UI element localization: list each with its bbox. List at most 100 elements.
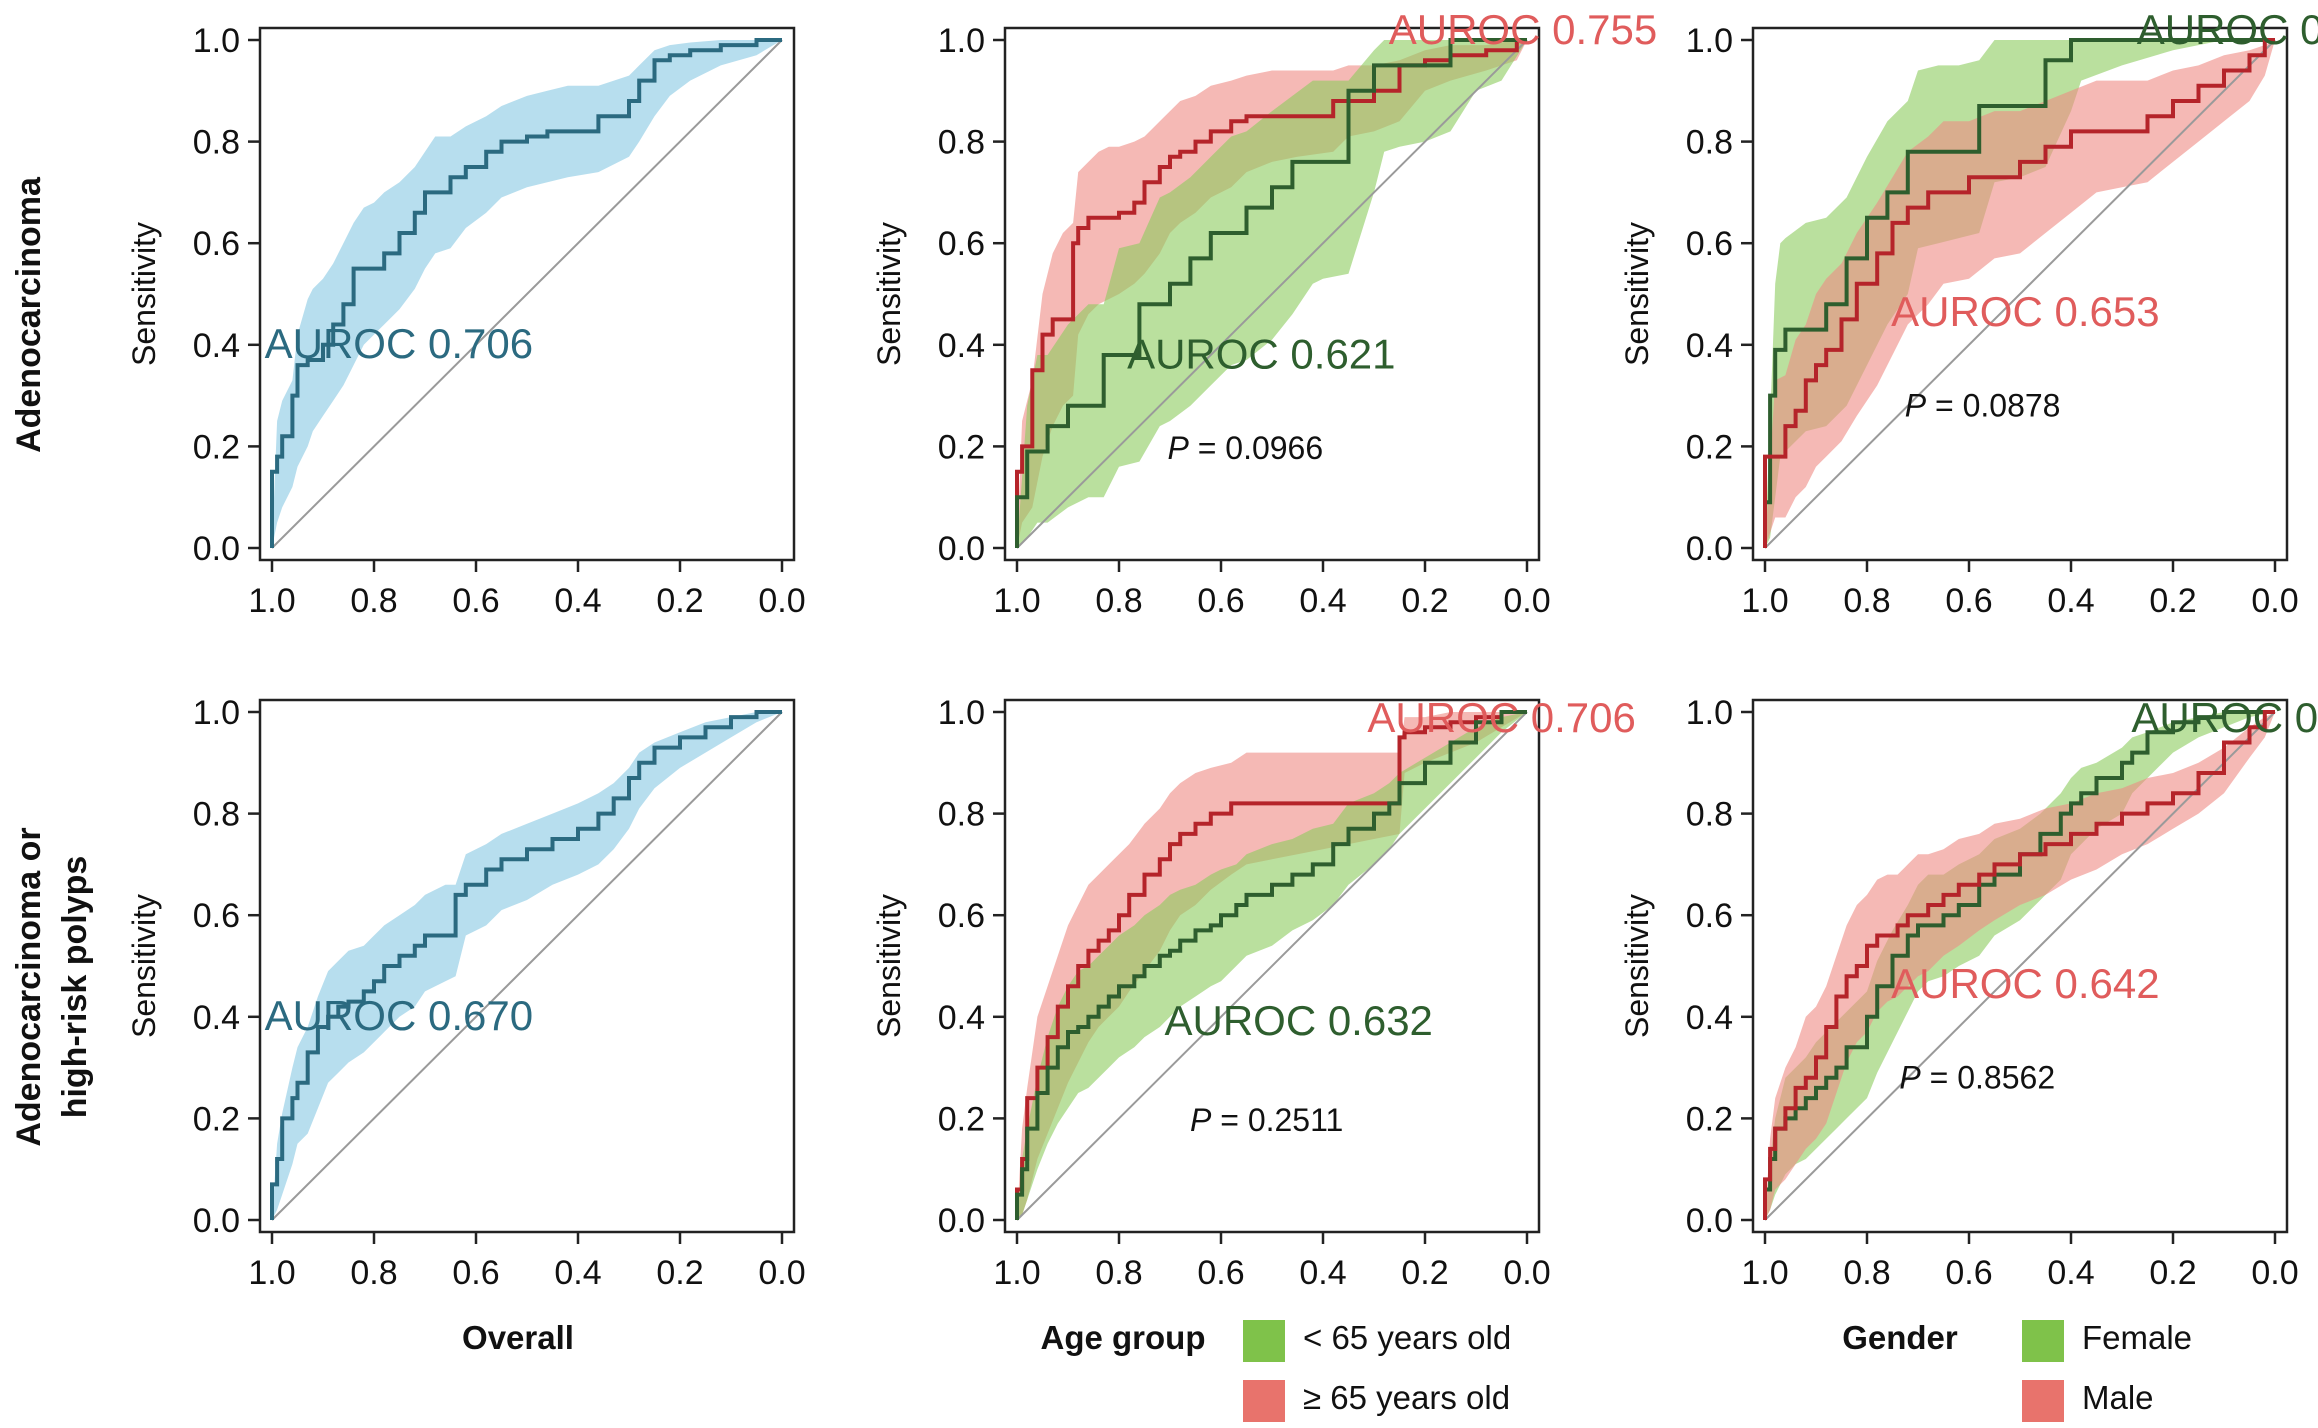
x-tick-label-1-5: 0.0 xyxy=(758,582,805,620)
auroc-label-4-1: AUROC 0.670 xyxy=(265,992,533,1039)
y-tick-label-5-0: 0.0 xyxy=(938,1202,985,1240)
x-tick-label-3-4: 0.2 xyxy=(2149,582,2196,620)
roc-curve-5-1 xyxy=(1015,710,1527,1220)
p-value-6: P = 0.8562 xyxy=(1899,1059,2055,1095)
y-axis-label-6: Sensitivity xyxy=(1619,894,1655,1038)
y-tick-label-4-4: 0.8 xyxy=(193,796,240,834)
row-label-adenocarcinoma-or: Adenocarcinoma or xyxy=(10,827,48,1146)
roc-curve-6-1 xyxy=(1763,710,2275,1220)
roc-curve-1-1 xyxy=(270,38,782,548)
y-tick-label-4-0: 0.0 xyxy=(193,1202,240,1240)
x-tick-label-5-4: 0.2 xyxy=(1401,1254,1448,1292)
auroc-label-2-2: AUROC 0.621 xyxy=(1127,330,1395,377)
roc-panel-1: 0.0 0.2 0.4 0.6 0.8 1.0 1.0 0.8 0.6 0.4 0.2 0.0 Sens… xyxy=(126,22,806,620)
y-axis-label-3: Sensitivity xyxy=(1619,222,1655,366)
plot-frame-2 xyxy=(1003,26,1541,562)
y-tick-label-4-3: 0.6 xyxy=(193,897,240,935)
y-tick-label-6-2: 0.4 xyxy=(1686,999,1733,1037)
x-tick-label-1-4: 0.2 xyxy=(656,582,703,620)
x-tick-label-6-5: 0.0 xyxy=(2251,1254,2298,1292)
x-tick-label-4-4: 0.2 xyxy=(656,1254,703,1292)
y-tick-label-1-3: 0.6 xyxy=(193,225,240,263)
confidence-band-2-1 xyxy=(1017,40,1527,548)
y-tick-label-3-4: 0.8 xyxy=(1686,124,1733,162)
y-tick-label-3-1: 0.2 xyxy=(1686,428,1733,466)
y-tick-label-4-5: 1.0 xyxy=(193,694,240,732)
y-tick-label-1-1: 0.2 xyxy=(193,428,240,466)
plot-frame-3 xyxy=(1751,26,2289,562)
diagonal-reference-1 xyxy=(271,39,783,549)
roc-panels: 0.0 0.2 0.4 0.6 0.8 1.0 1.0 0.8 0.6 0.4 0.2 0.0 Sens… xyxy=(126,6,2318,1292)
auroc-label-6-2: AUROC 0.642 xyxy=(1891,960,2159,1007)
legend-label-female: Female xyxy=(2082,1319,2192,1356)
y-axis-label-2: Sensitivity xyxy=(871,222,907,366)
p-value-5: P = 0.2511 xyxy=(1190,1102,1343,1138)
y-tick-label-6-3: 0.6 xyxy=(1686,897,1733,935)
legend-label-under-65: < 65 years old xyxy=(1303,1319,1511,1356)
y-tick-label-1-0: 0.0 xyxy=(193,530,240,568)
x-tick-label-3-0: 1.0 xyxy=(1741,582,1788,620)
x-tick-label-1-3: 0.4 xyxy=(554,582,601,620)
y-tick-label-3-2: 0.4 xyxy=(1686,327,1733,365)
x-tick-label-1-2: 0.6 xyxy=(452,582,499,620)
confidence-band-4-1 xyxy=(272,712,782,1220)
x-tick-label-3-1: 0.8 xyxy=(1843,582,1890,620)
roc-panel-6: 0.0 0.2 0.4 0.6 0.8 1.0 1.0 0.8 0.6 0.4 0.2 0.0 Sens… xyxy=(1619,694,2318,1292)
auroc-label-5-1: AUROC 0.706 xyxy=(1367,694,1635,741)
x-tick-label-4-0: 1.0 xyxy=(248,1254,295,1292)
row-label-high-risk-polyps: high-risk polyps xyxy=(56,856,94,1119)
y-tick-label-4-2: 0.4 xyxy=(193,999,240,1037)
confidence-band-5-1 xyxy=(1017,712,1527,1220)
y-tick-label-2-0: 0.0 xyxy=(938,530,985,568)
y-axis-label-5: Sensitivity xyxy=(871,894,907,1038)
x-tick-label-4-1: 0.8 xyxy=(350,1254,397,1292)
auroc-label-1-1: AUROC 0.706 xyxy=(265,320,533,367)
y-tick-label-5-2: 0.4 xyxy=(938,999,985,1037)
row-label-adenocarcinoma: Adenocarcinoma xyxy=(10,176,48,453)
diagonal-reference-6 xyxy=(1764,711,2276,1221)
diagonal-reference-5 xyxy=(1016,711,1528,1221)
x-tick-label-5-1: 0.8 xyxy=(1095,1254,1142,1292)
legend-swatch-female xyxy=(2022,1320,2064,1362)
x-tick-label-2-0: 1.0 xyxy=(993,582,1040,620)
diagonal-reference-3 xyxy=(1764,39,2276,549)
x-tick-label-6-1: 0.8 xyxy=(1843,1254,1890,1292)
plot-frame-6 xyxy=(1751,698,2289,1234)
x-tick-label-4-2: 0.6 xyxy=(452,1254,499,1292)
y-tick-label-2-4: 0.8 xyxy=(938,124,985,162)
x-tick-label-6-4: 0.2 xyxy=(2149,1254,2196,1292)
auroc-label-3-1: AUROC 0.780 xyxy=(2137,6,2318,53)
roc-panel-5: 0.0 0.2 0.4 0.6 0.8 1.0 1.0 0.8 0.6 0.4 0.2 0.0 Sens… xyxy=(871,694,1636,1292)
p-value-2: P = 0.0966 xyxy=(1167,430,1323,466)
y-tick-label-6-0: 0.0 xyxy=(1686,1202,1733,1240)
x-tick-label-1-1: 0.8 xyxy=(350,582,397,620)
auroc-label-5-2: AUROC 0.632 xyxy=(1164,997,1432,1044)
x-tick-label-6-2: 0.6 xyxy=(1945,1254,1992,1292)
roc-curve-2-1 xyxy=(1015,38,1527,548)
diagonal-reference-4 xyxy=(271,711,783,1221)
plot-frame-4 xyxy=(258,698,796,1234)
y-tick-label-6-5: 1.0 xyxy=(1686,694,1733,732)
y-tick-label-3-3: 0.6 xyxy=(1686,225,1733,263)
y-tick-label-2-2: 0.4 xyxy=(938,327,985,365)
group-title-gender: Gender xyxy=(1842,1319,1958,1356)
y-tick-label-2-1: 0.2 xyxy=(938,428,985,466)
roc-curve-3-2 xyxy=(1763,38,2275,548)
y-axis-label-1: Sensitivity xyxy=(126,222,162,366)
x-tick-label-1-0: 1.0 xyxy=(248,582,295,620)
x-tick-label-6-3: 0.4 xyxy=(2047,1254,2094,1292)
y-tick-label-3-0: 0.0 xyxy=(1686,530,1733,568)
roc-curve-5-2 xyxy=(1015,710,1527,1220)
x-tick-label-3-3: 0.4 xyxy=(2047,582,2094,620)
x-tick-label-2-5: 0.0 xyxy=(1503,582,1550,620)
y-tick-label-6-1: 0.2 xyxy=(1686,1100,1733,1138)
roc-curve-4-1 xyxy=(270,710,782,1220)
roc-curve-3-1 xyxy=(1763,38,2275,548)
x-tick-label-3-5: 0.0 xyxy=(2251,582,2298,620)
y-tick-label-5-1: 0.2 xyxy=(938,1100,985,1138)
y-tick-label-2-5: 1.0 xyxy=(938,22,985,60)
x-tick-label-2-1: 0.8 xyxy=(1095,582,1142,620)
legend-swatch-male xyxy=(2022,1380,2064,1422)
auroc-label-3-2: AUROC 0.653 xyxy=(1891,288,2159,335)
x-tick-label-6-0: 1.0 xyxy=(1741,1254,1788,1292)
